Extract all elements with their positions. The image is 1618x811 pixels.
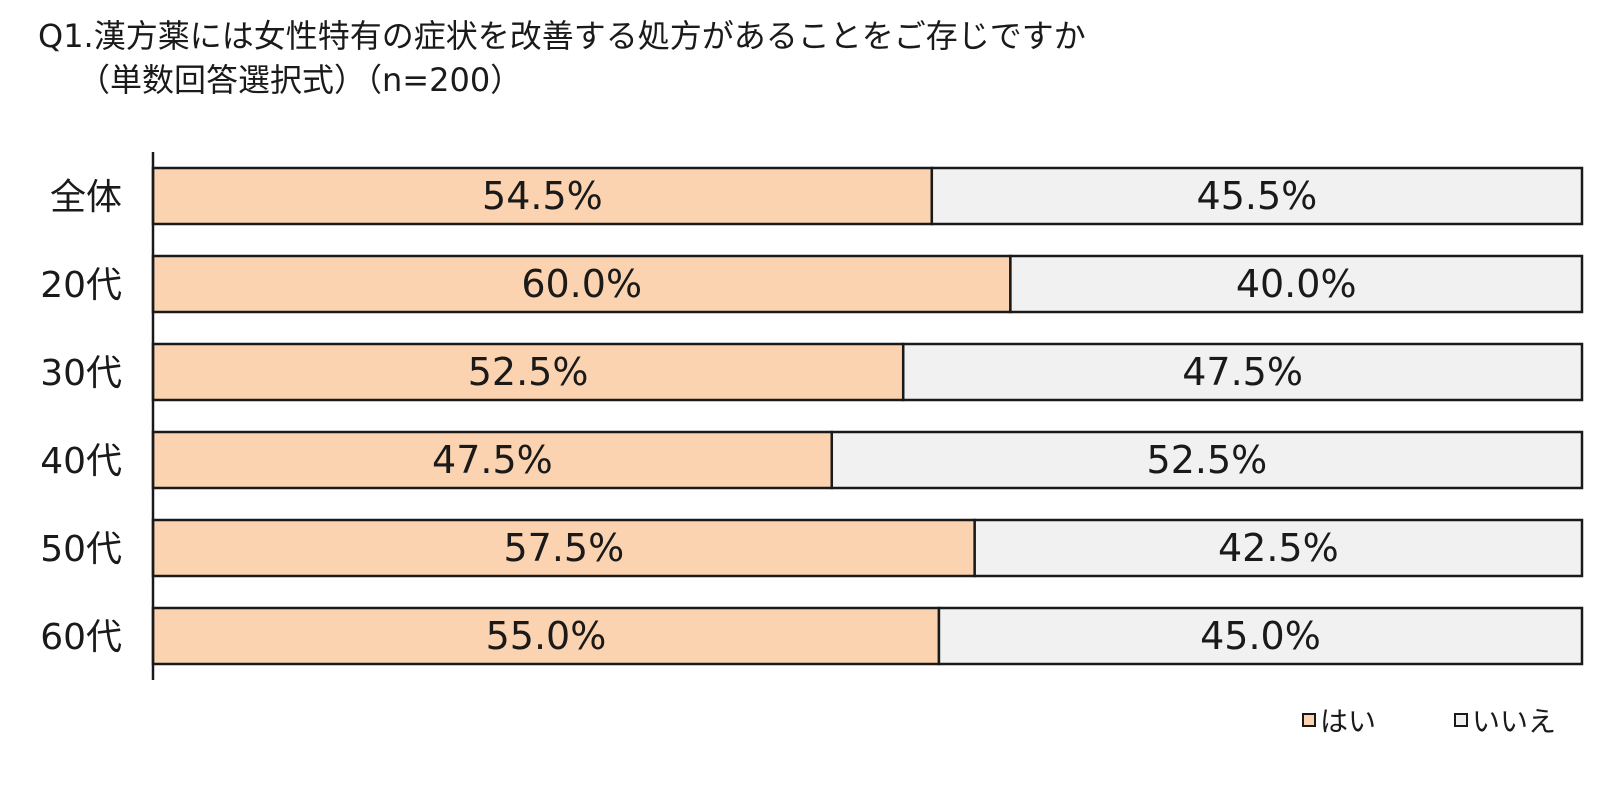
title-line: Q1.漢方薬には女性特有の症状を改善する処方があることをご存じですか	[38, 17, 1086, 55]
data-label-no: 52.5%	[1147, 438, 1268, 482]
bar-segment-yes	[151, 342, 905, 402]
bar-segment-no	[930, 166, 1584, 226]
bar-segment-no	[830, 430, 1584, 490]
data-label-no: 40.0%	[1236, 262, 1357, 306]
data-label-yes: 57.5%	[503, 526, 624, 570]
data-label-yes: 55.0%	[486, 614, 607, 658]
legend-label-yes: はい	[1320, 705, 1377, 738]
bar-segment-no	[973, 518, 1584, 578]
bar-segment-yes	[151, 166, 934, 226]
data-label-no: 42.5%	[1218, 526, 1339, 570]
category-label: 40代	[40, 441, 122, 482]
data-label-yes: 54.5%	[482, 174, 603, 218]
bar-segment-yes	[151, 430, 834, 490]
category-label: 60代	[40, 617, 122, 658]
category-label: 20代	[40, 265, 122, 306]
legend-swatch-yes	[1302, 713, 1316, 727]
data-label-yes: 60.0%	[521, 262, 642, 306]
category-label: 50代	[40, 529, 122, 570]
legend-item-yes: はい	[1302, 700, 1376, 740]
legend-swatch-no	[1454, 713, 1468, 727]
category-label: 全体	[50, 177, 122, 218]
category-label: 30代	[40, 353, 122, 394]
data-label-yes: 52.5%	[468, 350, 589, 394]
legend-item-no: いいえ	[1454, 700, 1556, 740]
bar-segment-no	[937, 606, 1584, 666]
chart-title: Q1.漢方薬には女性特有の症状を改善する処方があることをご存じですか （単数回答…	[38, 14, 1086, 102]
legend-label-no: いいえ	[1472, 705, 1557, 738]
bar-segment-yes	[151, 606, 941, 666]
bar-segment-yes	[151, 518, 976, 578]
subtitle-line: （単数回答選択式）（n=200）	[78, 61, 523, 99]
data-label-no: 45.5%	[1197, 174, 1318, 218]
bar-segment-no	[901, 342, 1584, 402]
bar-segment-no	[1009, 254, 1584, 314]
data-label-yes: 47.5%	[432, 438, 553, 482]
data-label-no: 45.0%	[1200, 614, 1321, 658]
data-label-no: 47.5%	[1182, 350, 1303, 394]
